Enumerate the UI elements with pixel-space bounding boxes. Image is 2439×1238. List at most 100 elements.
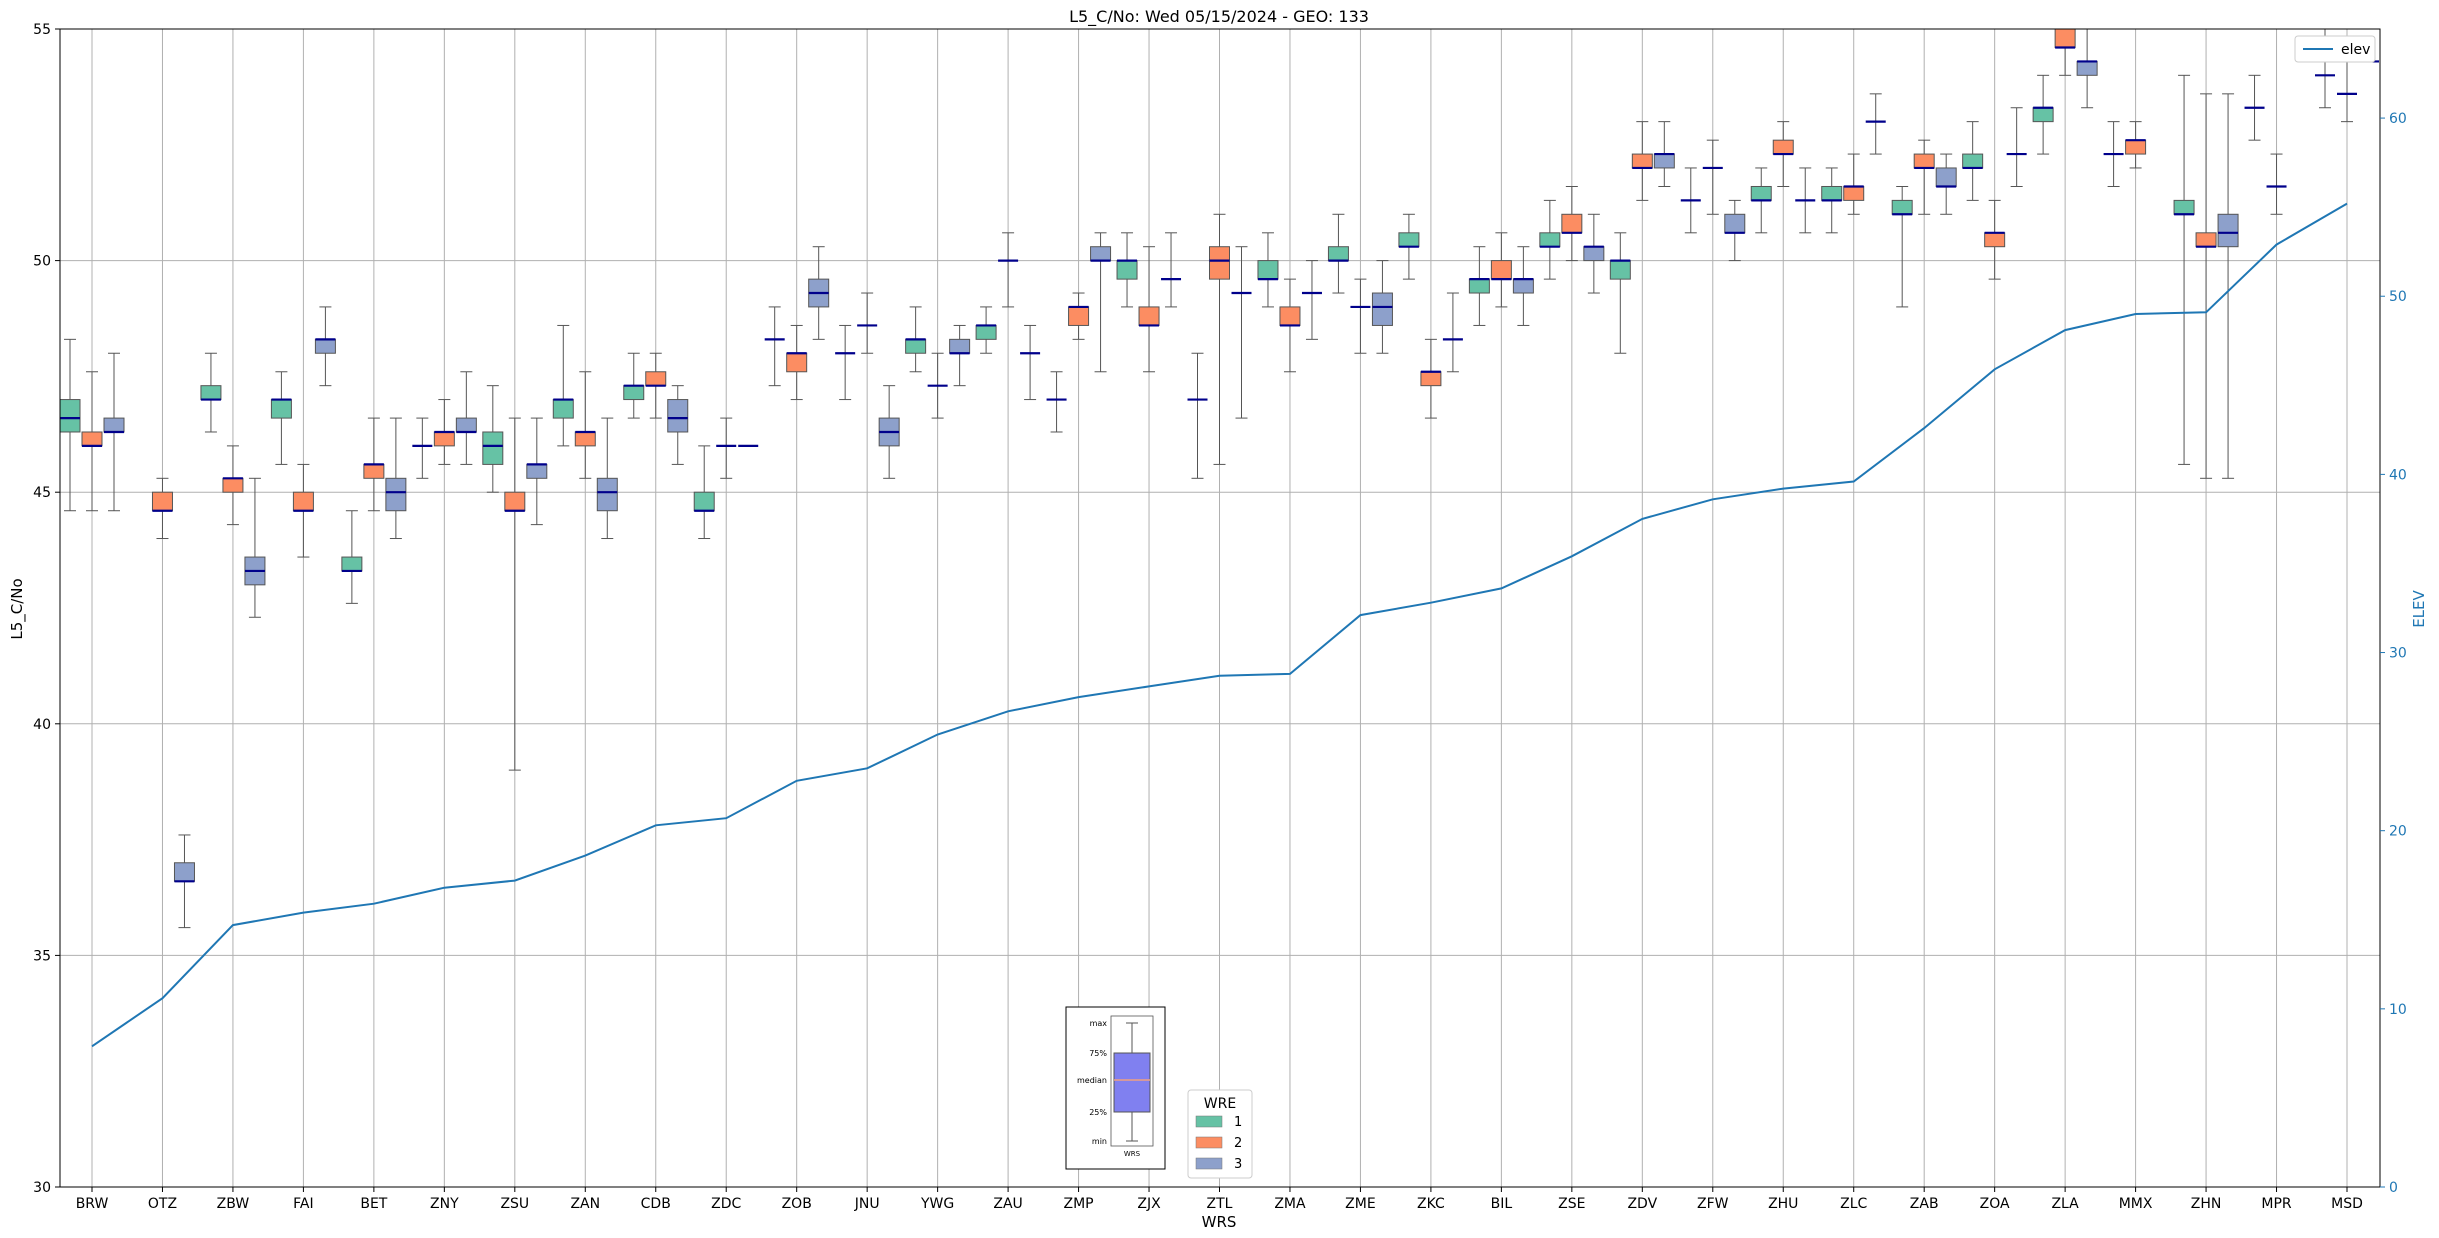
boxplot-key-xlabel: WRS — [1124, 1150, 1141, 1158]
box-zny-wre1 — [412, 417, 433, 479]
box-mpr-wre2 — [2266, 153, 2287, 215]
x-tick-label-bet: BET — [360, 1196, 387, 1212]
box-iqr — [1512, 278, 1534, 294]
x-tick-label-jnu: JNU — [854, 1196, 880, 1212]
box-zob-wre3 — [808, 246, 830, 340]
boxplot-key-inset: max 75% median 25% min WRS — [1065, 1006, 1166, 1170]
box-zla-wre1 — [2032, 74, 2054, 155]
boxplot-key-box — [1113, 1052, 1151, 1113]
box-zan-wre3 — [596, 417, 618, 540]
x-tick-label-zan: ZAN — [570, 1196, 600, 1212]
y2-tick-label: 40 — [2389, 467, 2407, 483]
x-tick-label-zny: ZNY — [430, 1196, 459, 1212]
x-tick-label-brw: BRW — [76, 1196, 109, 1212]
box-zhu-wre3 — [1795, 167, 1816, 234]
box-zse-wre2 — [1561, 185, 1583, 262]
x-tick-label-zdv: ZDV — [1627, 1196, 1657, 1212]
box-zau-wre2 — [998, 232, 1019, 308]
x-tick-label-mmx: MMX — [2119, 1196, 2153, 1212]
box-jnu-wre3 — [878, 385, 900, 479]
box-zbw-wre2 — [222, 445, 244, 526]
box-zob-wre1 — [764, 306, 785, 387]
wre-legend-swatch-2 — [1195, 1136, 1223, 1149]
box-iqr — [1843, 185, 1865, 201]
x-tick-label-zlc: ZLC — [1840, 1196, 1867, 1212]
box-zdv-wre3 — [1653, 121, 1675, 187]
x-tick-label-zkc: ZKC — [1417, 1196, 1445, 1212]
box-otz-wre2 — [151, 477, 173, 540]
box-zjx-wre1 — [1116, 232, 1138, 308]
box-zhn-wre1 — [2173, 74, 2195, 465]
box-ztl-wre2 — [1209, 213, 1230, 465]
box-zfw-wre3 — [1724, 199, 1746, 262]
x-tick-label-zab: ZAB — [1910, 1196, 1939, 1212]
x-tick-label-zla: ZLA — [2051, 1196, 2079, 1212]
elevation-line — [91, 202, 2348, 1048]
box-cdb-wre2 — [645, 352, 667, 419]
x-tick-label-zsu: ZSU — [500, 1196, 529, 1212]
box-iqr — [2217, 213, 2239, 248]
box-zhn-wre2 — [2195, 93, 2217, 479]
box-zme-wre2 — [1350, 278, 1371, 354]
box-iqr — [1561, 213, 1583, 234]
box-iqr — [786, 352, 808, 373]
box-iqr — [1490, 260, 1512, 280]
box-fai-wre2 — [292, 463, 314, 558]
box-zmp-wre3 — [1090, 232, 1112, 373]
box-zdc-wre2 — [716, 417, 737, 479]
box-ywg-wre3 — [949, 324, 971, 387]
box-zdv-wre2 — [1631, 121, 1653, 201]
box-iqr — [1609, 260, 1631, 280]
boxplot-key-label-2: median — [1077, 1076, 1107, 1085]
box-zlc-wre2 — [1843, 153, 1865, 215]
box-iqr — [1631, 153, 1653, 169]
x-tick-label-zfw: ZFW — [1697, 1196, 1729, 1212]
box-zma-wre2 — [1279, 278, 1301, 373]
series-group-1 — [59, 28, 2335, 604]
box-mmx-wre1 — [2103, 121, 2124, 187]
boxplot-key-label-0: max — [1090, 1019, 1108, 1028]
x-tick-label-ywg: YWG — [920, 1196, 954, 1212]
box-zlc-wre1 — [1821, 167, 1843, 234]
x-tick-label-zme: ZME — [1345, 1196, 1376, 1212]
box-iqr — [2032, 107, 2054, 123]
box-iqr — [504, 491, 526, 512]
x-tick-label-msd: MSD — [2331, 1196, 2363, 1212]
box-iqr — [2125, 139, 2147, 155]
box-fai-wre1 — [270, 371, 292, 465]
box-zlc-wre3 — [1865, 93, 1886, 155]
box-ztl-wre1 — [1187, 352, 1208, 479]
box-zjx-wre3 — [1161, 232, 1182, 308]
y-tick-label: 50 — [33, 254, 51, 270]
box-iqr — [1750, 185, 1772, 201]
box-iqr — [2195, 232, 2217, 248]
box-iqr — [1420, 371, 1442, 387]
box-zfw-wre1 — [1680, 167, 1701, 234]
box-zsu-wre3 — [526, 417, 548, 526]
x-tick-label-zma: ZMA — [1274, 1196, 1306, 1212]
x-tick-label-zjx: ZJX — [1137, 1196, 1161, 1212]
y-tick-label: 30 — [33, 1180, 51, 1196]
box-zsu-wre2 — [504, 417, 526, 771]
x-tick-label-bil: BIL — [1491, 1196, 1513, 1212]
box-zjx-wre2 — [1138, 246, 1160, 373]
boxplot-key-label-3: 25% — [1089, 1108, 1107, 1117]
box-iqr — [574, 431, 596, 447]
box-iqr — [200, 385, 222, 401]
wre-legend-label-3: 3 — [1234, 1157, 1242, 1172]
box-iqr — [1772, 139, 1794, 155]
box-iqr — [1209, 246, 1230, 280]
x-tick-label-zhn: ZHN — [2191, 1196, 2222, 1212]
box-iqr — [270, 399, 292, 419]
box-fai-wre3 — [314, 306, 336, 387]
y2-tick-label: 0 — [2389, 1180, 2398, 1196]
wre-legend-title: WRE — [1204, 1096, 1236, 1112]
elevation-layer — [91, 202, 2348, 1048]
x-tick-label-zse: ZSE — [1558, 1196, 1585, 1212]
box-zoa-wre3 — [2006, 107, 2027, 187]
box-iqr — [292, 491, 314, 512]
box-iqr — [623, 385, 645, 401]
box-zma-wre3 — [1301, 260, 1322, 340]
y2-tick-label: 20 — [2389, 824, 2407, 840]
